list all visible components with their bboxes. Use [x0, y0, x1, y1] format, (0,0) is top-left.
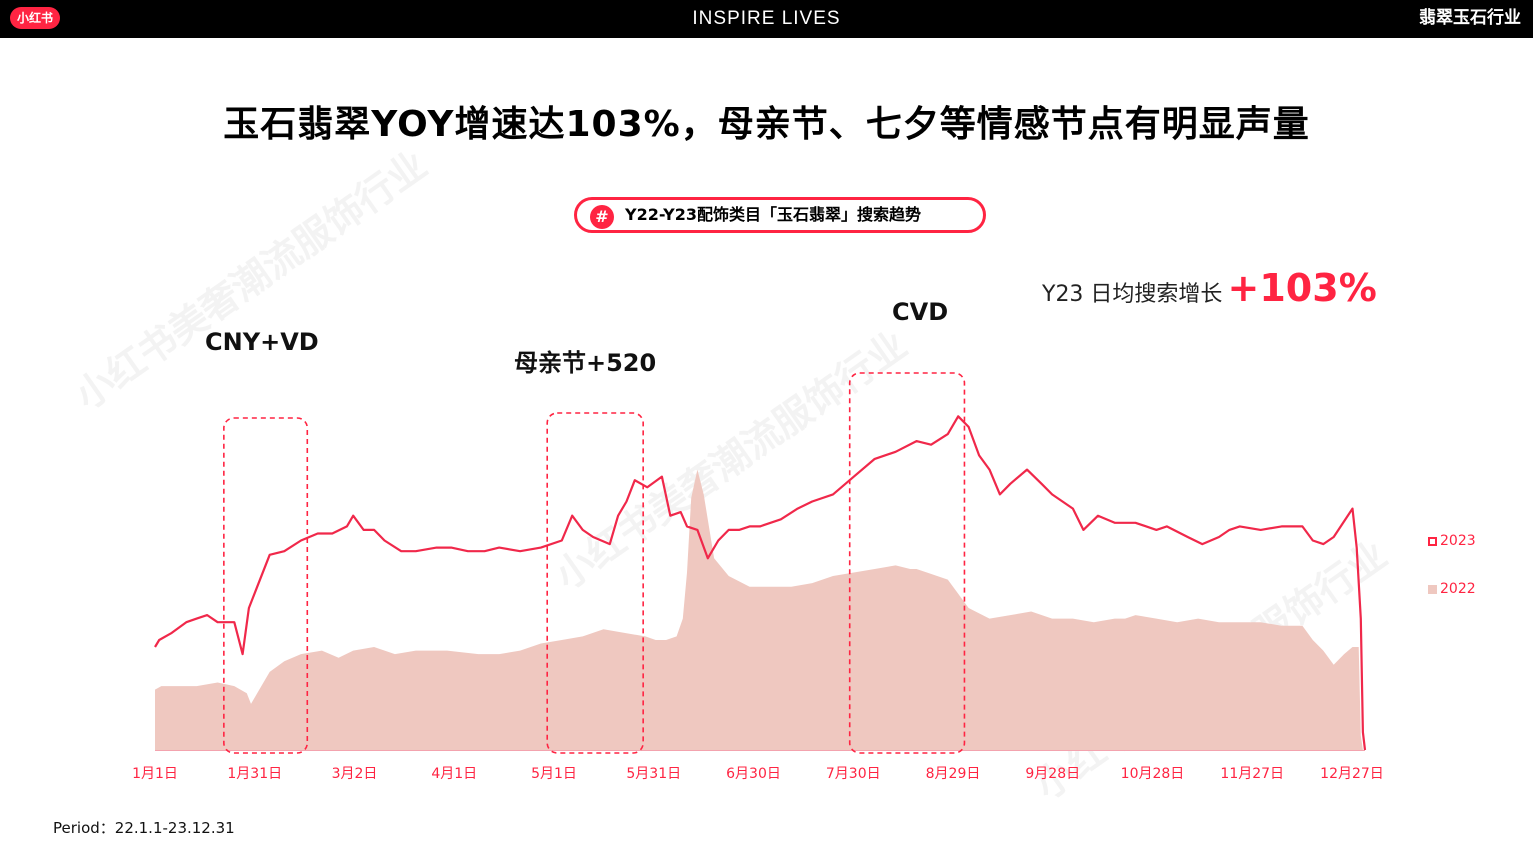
chart-title: Y22-Y23配饰类目「玉石翡翠」搜索趋势	[625, 205, 921, 224]
page-title: 玉石翡翠YOY增速达103%，母亲节、七夕等情感节点有明显声量	[223, 104, 1310, 145]
chart-title-pill: # Y22-Y23配饰类目「玉石翡翠」搜索趋势	[574, 197, 986, 233]
annotation-box	[546, 412, 644, 754]
annotation-mothers-day: 母亲节+520	[514, 349, 657, 377]
legend-item-2022: 2022	[1428, 581, 1476, 597]
legend-item-2023: 2023	[1428, 533, 1476, 549]
x-tick-label: 1月31日	[227, 766, 282, 782]
x-tick-label: 6月30日	[726, 766, 781, 782]
annotation-cvd: CVD	[892, 298, 949, 326]
annotation-box	[223, 417, 309, 754]
x-tick-label: 10月28日	[1121, 766, 1185, 782]
period-note: Period：22.1.1-23.12.31	[53, 819, 235, 837]
hash-icon: #	[590, 205, 614, 229]
kpi-value: +103%	[1227, 266, 1377, 310]
xiaohongshu-logo: 小红书	[10, 7, 60, 29]
legend-swatch-2022	[1428, 584, 1437, 594]
x-tick-label: 3月2日	[332, 766, 378, 782]
legend-label-2023: 2023	[1440, 533, 1476, 549]
annotation-cny-vd: CNY+VD	[205, 328, 319, 356]
x-tick-label: 4月1日	[431, 766, 477, 782]
x-tick-label: 5月1日	[531, 766, 577, 782]
top-bar	[0, 0, 1533, 38]
legend-label-2022: 2022	[1440, 581, 1476, 597]
x-tick-label: 8月29日	[926, 766, 981, 782]
series-2023-line	[154, 415, 1367, 751]
brand-slogan: INSPIRE LIVES	[692, 8, 841, 29]
kpi-callout: Y23 日均搜索增长 +103%	[1042, 266, 1377, 310]
x-tick-label: 11月27日	[1220, 766, 1284, 782]
industry-label: 翡翠玉石行业	[1419, 8, 1521, 28]
kpi-label: Y23 日均搜索增长	[1042, 282, 1223, 307]
x-tick-label: 7月30日	[826, 766, 881, 782]
legend-swatch-2023	[1428, 536, 1437, 546]
x-tick-label: 1月1日	[132, 766, 178, 782]
x-tick-label: 12月27日	[1320, 766, 1384, 782]
annotation-box	[848, 372, 966, 754]
series-2022-area	[155, 469, 1363, 750]
x-tick-label: 9月28日	[1025, 766, 1080, 782]
x-tick-label: 5月31日	[626, 766, 681, 782]
